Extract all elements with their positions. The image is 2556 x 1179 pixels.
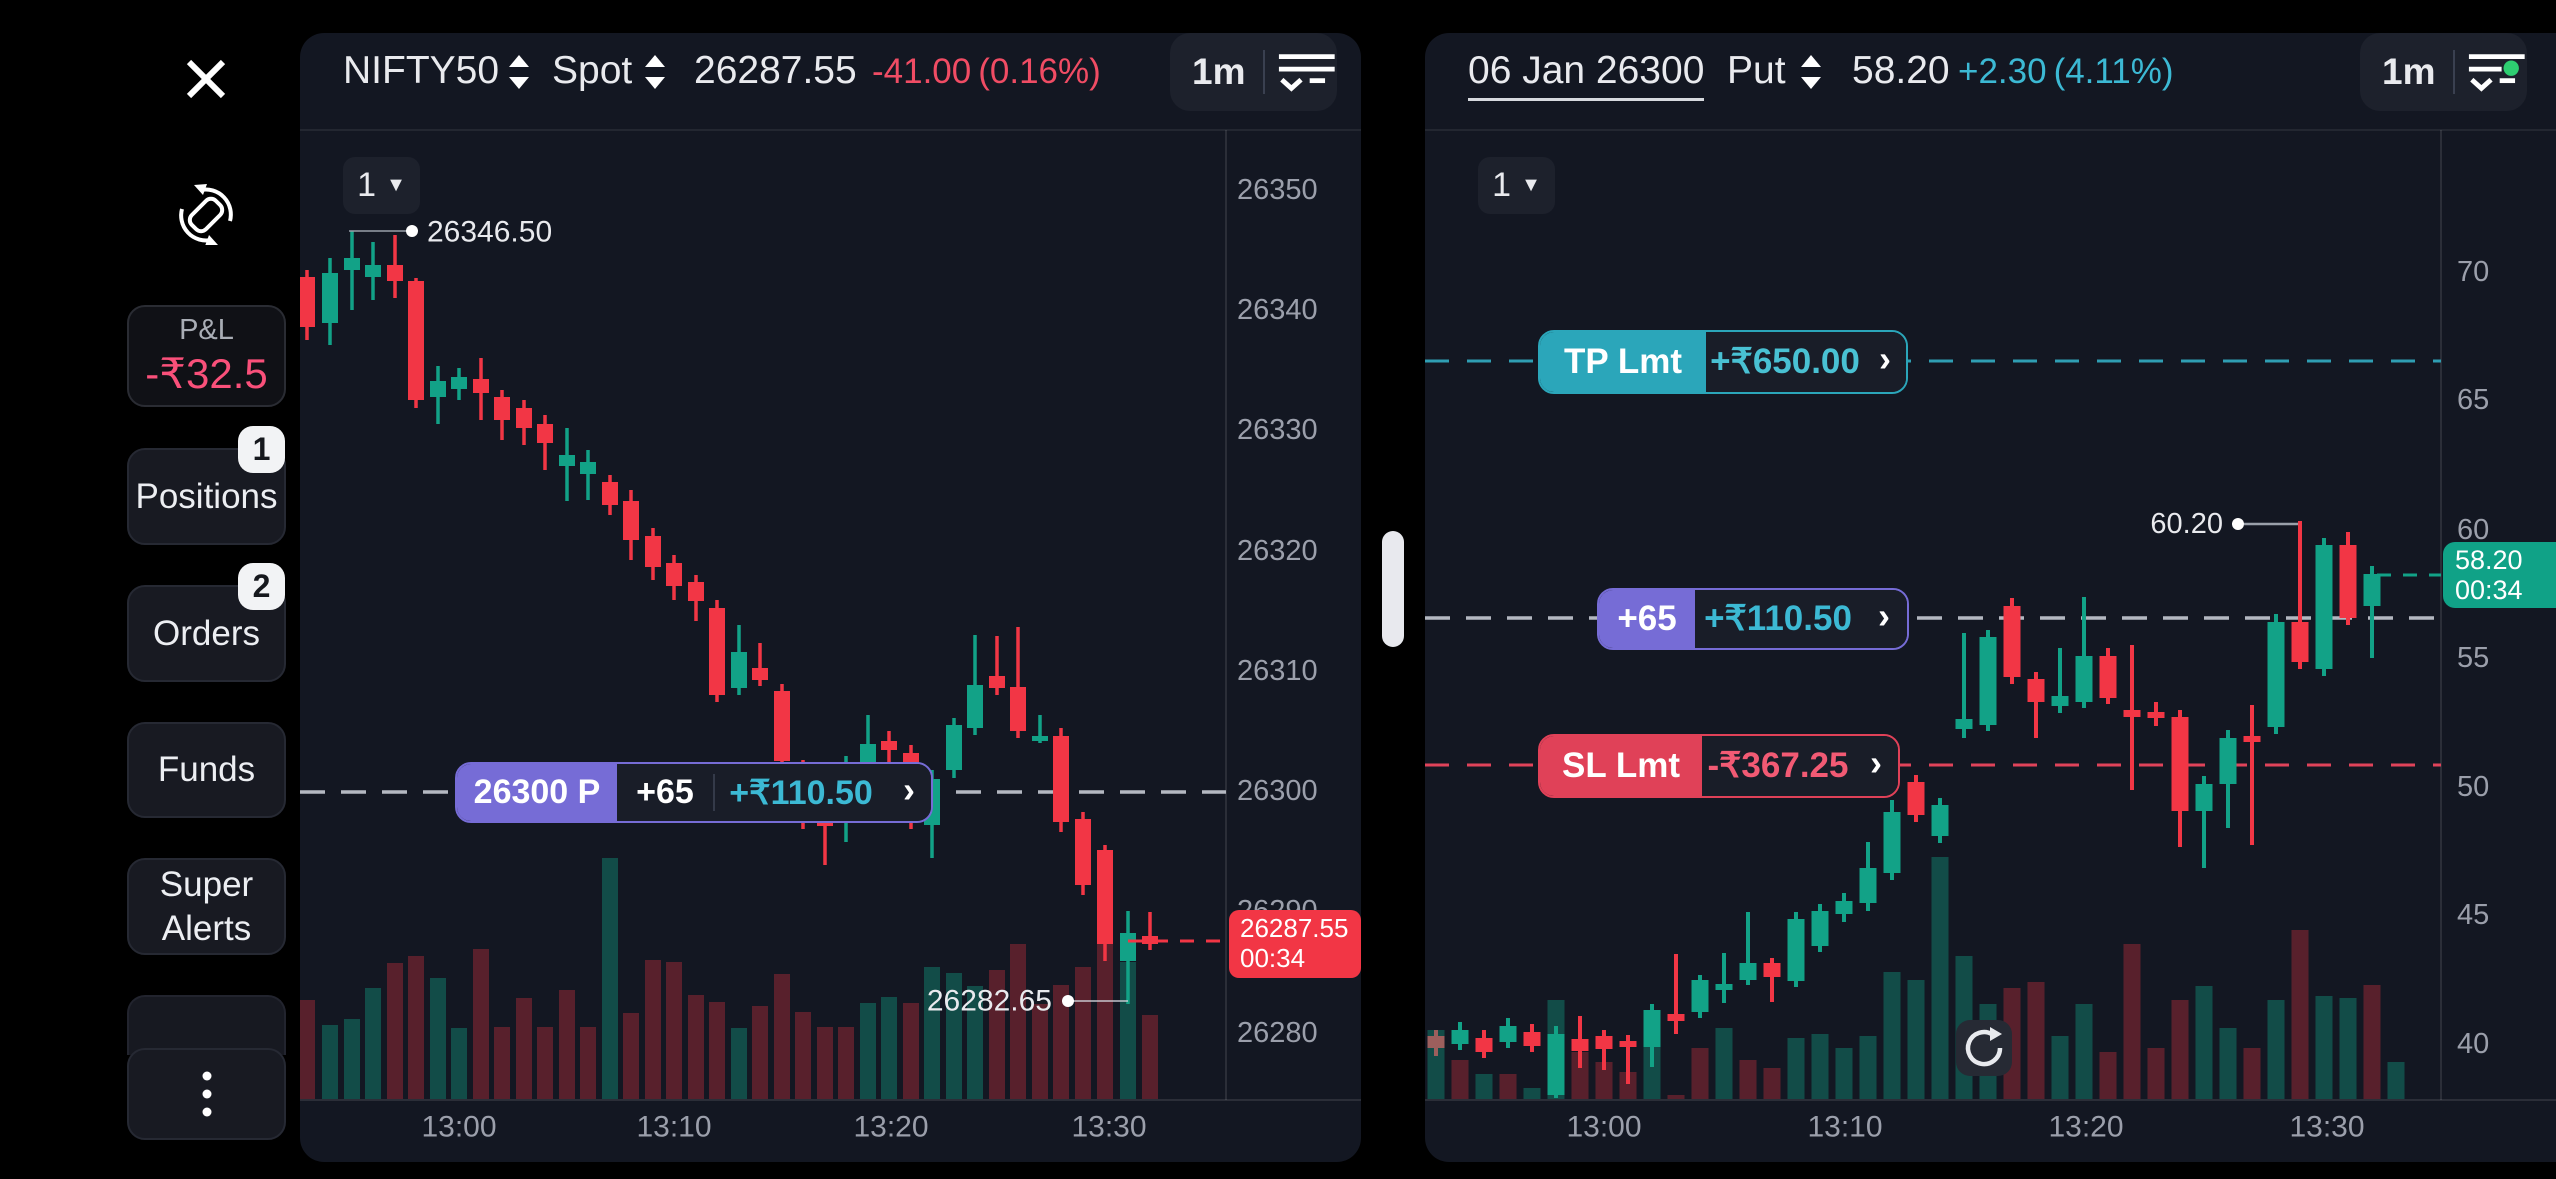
svg-text:26346.50: 26346.50	[427, 216, 552, 249]
svg-text:40: 40	[2457, 1028, 2489, 1060]
svg-text:13:00: 13:00	[421, 1111, 496, 1144]
svg-text:26320: 26320	[1237, 535, 1318, 567]
svg-text:70: 70	[2457, 256, 2489, 288]
svg-text:13:20: 13:20	[853, 1111, 928, 1144]
svg-text:26280: 26280	[1237, 1017, 1318, 1049]
svg-text:13:10: 13:10	[1807, 1111, 1882, 1144]
svg-text:55: 55	[2457, 642, 2489, 674]
svg-text:26330: 26330	[1237, 414, 1318, 446]
svg-text:13:20: 13:20	[2048, 1111, 2123, 1144]
svg-text:13:00: 13:00	[1566, 1111, 1641, 1144]
svg-text:26310: 26310	[1237, 655, 1318, 687]
svg-text:13:30: 13:30	[2289, 1111, 2364, 1144]
svg-text:45: 45	[2457, 899, 2489, 931]
svg-text:26340: 26340	[1237, 294, 1318, 326]
svg-text:60.20: 60.20	[2150, 508, 2223, 540]
svg-text:26350: 26350	[1237, 174, 1318, 206]
svg-text:26282.65: 26282.65	[927, 985, 1052, 1018]
svg-text:50: 50	[2457, 771, 2489, 803]
svg-text:26300: 26300	[1237, 775, 1318, 807]
svg-text:13:10: 13:10	[636, 1111, 711, 1144]
svg-text:65: 65	[2457, 384, 2489, 416]
svg-text:13:30: 13:30	[1071, 1111, 1146, 1144]
svg-text:60: 60	[2457, 514, 2489, 546]
